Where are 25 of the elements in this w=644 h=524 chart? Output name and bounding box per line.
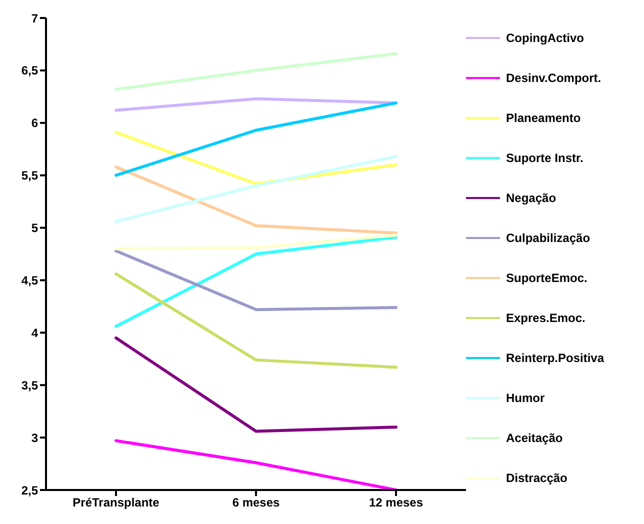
legend-label: Humor: [506, 391, 545, 405]
legend-label: Planeamento: [506, 111, 581, 125]
legend-label: Distracção: [506, 471, 568, 485]
legend-label: Reinterp.Positiva: [506, 351, 604, 365]
y-tick-label: 5,5: [21, 168, 38, 183]
y-tick-label: 7: [31, 11, 38, 26]
y-tick-label: 3,5: [21, 378, 38, 392]
y-tick-label: 6: [31, 116, 38, 130]
legend-label: CopingActivo: [506, 31, 584, 45]
legend-label: SuporteEmoc.: [506, 271, 588, 285]
y-tick-label: 4: [31, 326, 38, 340]
legend-label: Culpabilização: [506, 231, 590, 245]
y-tick-label: 6,5: [21, 64, 38, 78]
legend-label: Aceitação: [506, 431, 563, 445]
x-tick-label: PréTransplante: [72, 496, 160, 510]
y-tick-label: 4,5: [21, 273, 38, 288]
x-tick-label: 12 meses: [368, 496, 424, 510]
legend-label: Suporte Instr.: [506, 151, 584, 165]
x-tick-label: 6 meses: [232, 496, 280, 510]
legend-label: Desinv.Comport.: [506, 71, 602, 85]
y-tick-label: 5: [31, 221, 38, 236]
legend-label: Negação: [506, 191, 556, 205]
y-tick-label: 2,5: [21, 483, 38, 498]
y-tick-label: 3: [31, 430, 38, 445]
legend-label: Expres.Emoc.: [506, 311, 586, 325]
